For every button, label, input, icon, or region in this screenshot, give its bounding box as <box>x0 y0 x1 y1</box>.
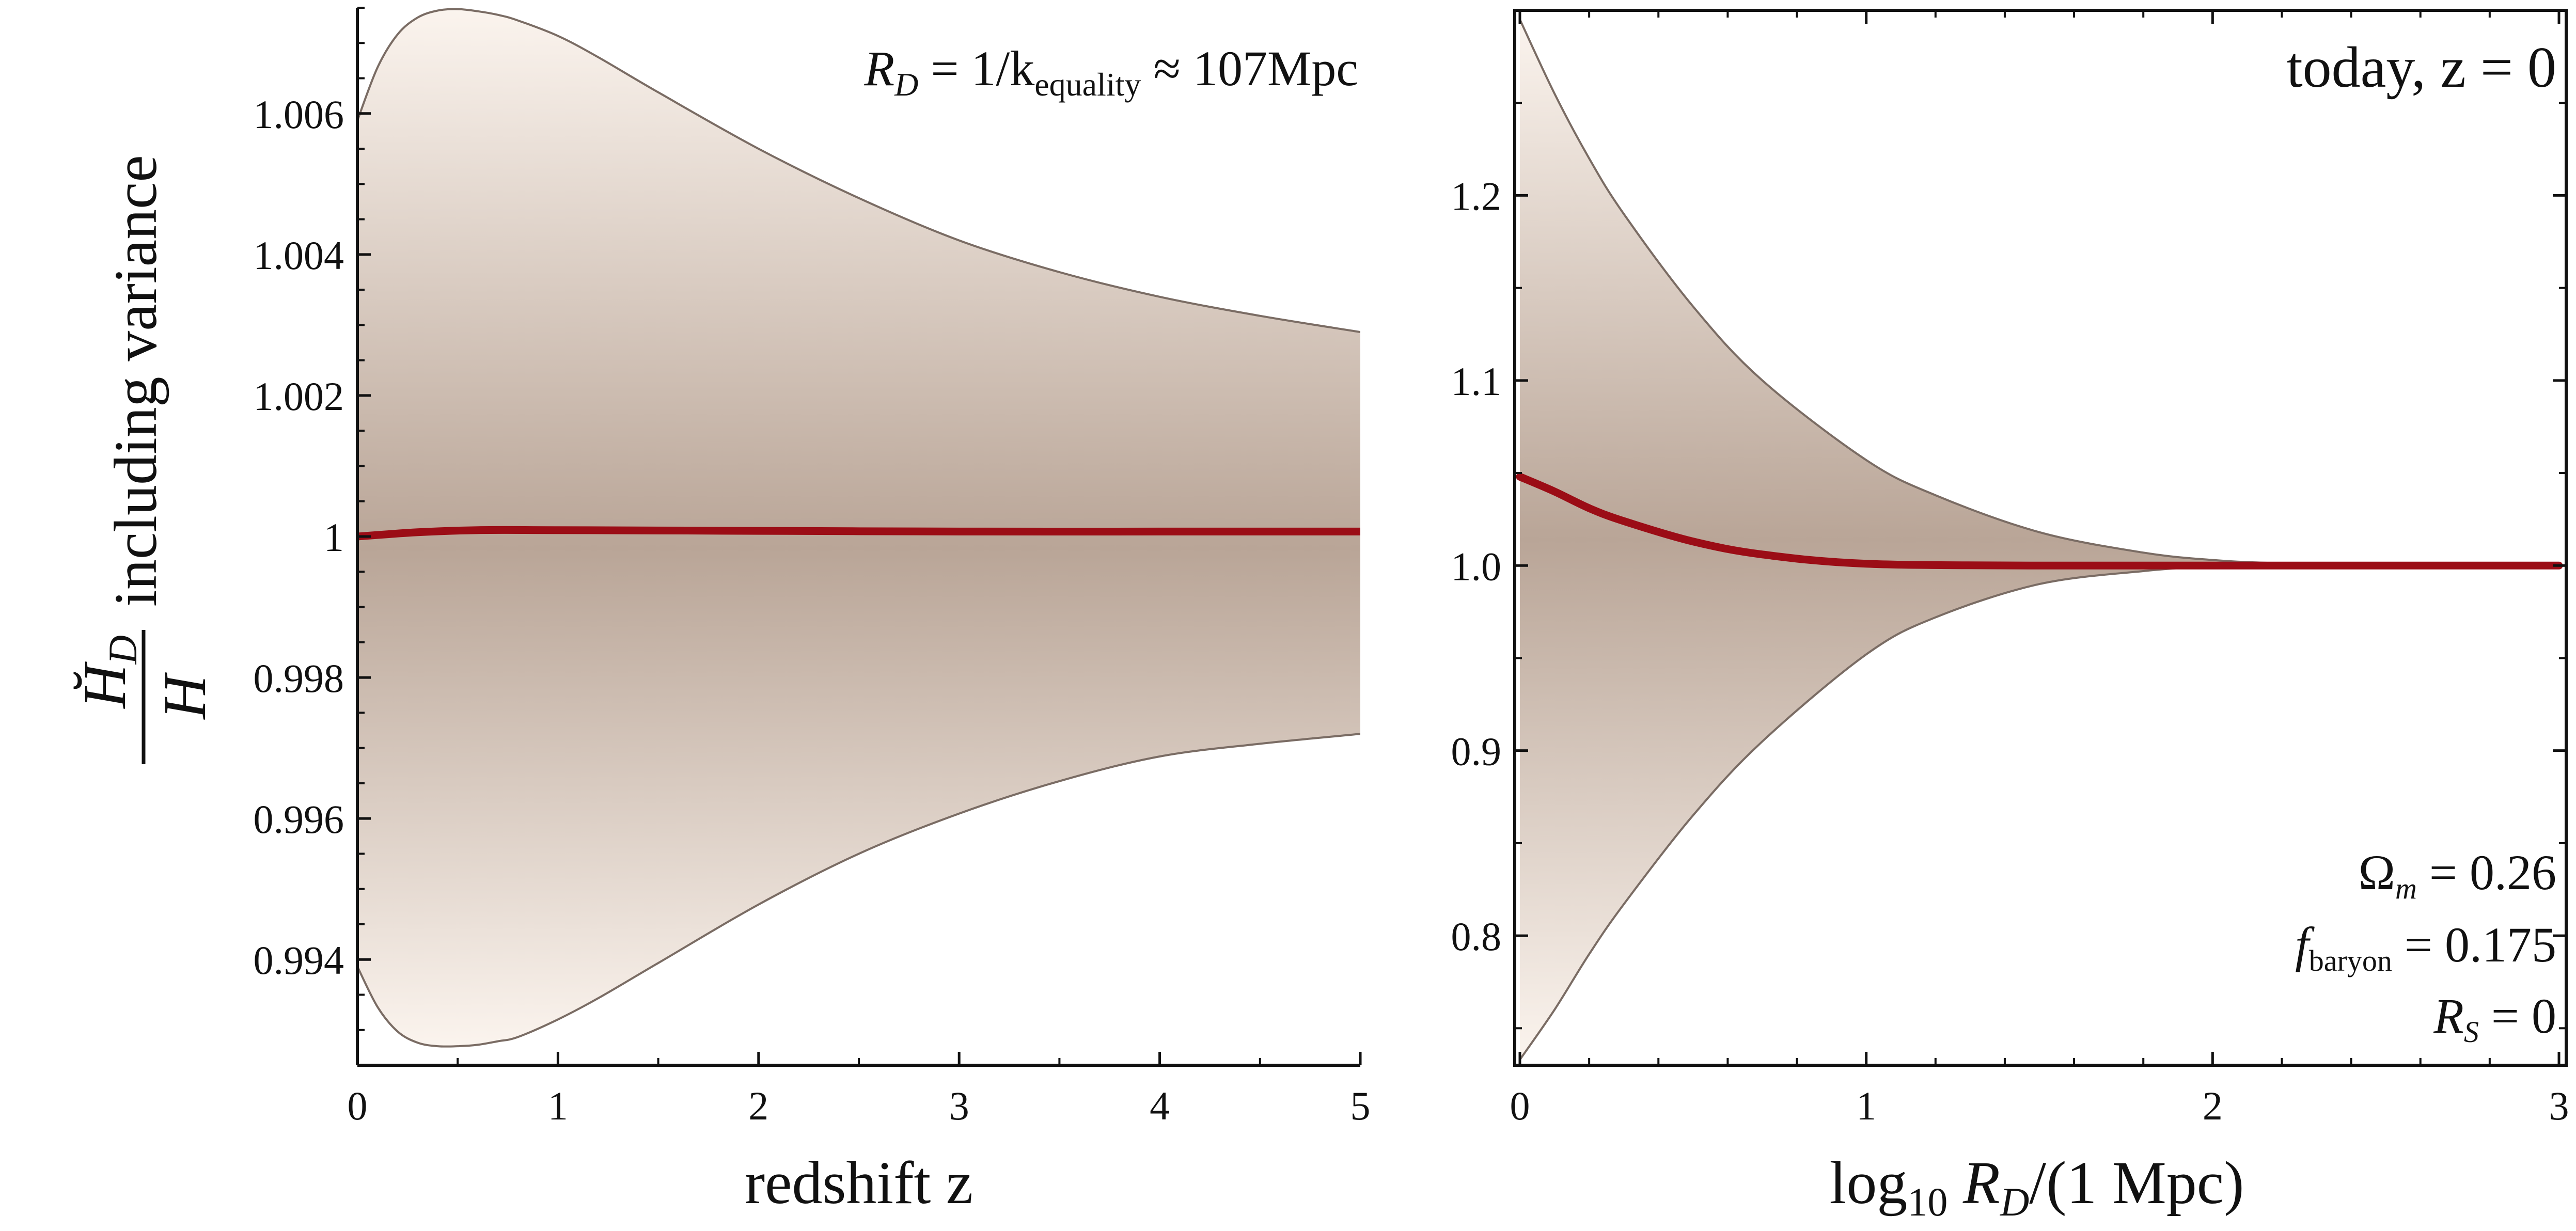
left-mean-line <box>357 526 1360 541</box>
right-annotation-fbaryon: fbaryon = 0.175 <box>2295 917 2556 977</box>
right-ticks: 0 1 2 3 0.8 0.9 1.0 1.1 1.2 <box>1451 9 2569 1128</box>
y-tick-label: 0.9 <box>1451 729 1502 774</box>
y-tick-label: 1.1 <box>1451 359 1502 404</box>
right-x-axis-title: log10 RD/(1 Mpc) <box>1830 1149 2244 1224</box>
ylabel-numerator: H̆ <box>71 661 138 709</box>
x-tick-label: 3 <box>949 1083 969 1128</box>
left-x-axis-title: redshift z <box>745 1149 973 1217</box>
x-tick-label: 1 <box>548 1083 568 1128</box>
y-tick-label: 1 <box>324 515 344 560</box>
y-tick-label: 0.998 <box>254 656 344 701</box>
left-band-upper-edge <box>357 8 1360 334</box>
left-ticks: 0 1 2 3 4 5 0.994 0.996 0.998 1 1.002 1.004 1.006 <box>254 7 1371 1128</box>
ylabel-text: including variance <box>102 155 169 607</box>
y-tick-label: 0.996 <box>254 797 344 842</box>
x-tick-label: 2 <box>748 1083 768 1128</box>
left-y-axis-title: H̆D H including variance <box>71 155 218 764</box>
x-tick-label: 0 <box>348 1083 368 1128</box>
right-frame <box>1513 9 2568 1067</box>
y-tick-label: 1.006 <box>254 92 344 137</box>
ylabel-denominator: H <box>151 672 218 720</box>
right-annotation-omega: Ωm = 0.26 <box>2359 845 2556 905</box>
x-tick-label: 0 <box>1510 1083 1530 1128</box>
ylabel-numerator-sub: D <box>100 635 145 665</box>
right-annotation-rs: RS = 0 <box>2433 988 2556 1049</box>
y-tick-label: 0.994 <box>254 938 344 983</box>
y-tick-label: 1.004 <box>254 233 344 278</box>
left-annotation: RD = 1/kequality ≈ 107Mpc <box>864 41 1358 103</box>
y-tick-label: 1.2 <box>1451 173 1502 218</box>
right-variance-band <box>1520 19 2559 1060</box>
right-panel: 0 1 2 3 0.8 0.9 1.0 1.1 1.2 log10 RD/(1 Mpc) tod… <box>1451 9 2569 1224</box>
svg-text:H̆D: H̆D <box>71 635 145 709</box>
x-tick-label: 4 <box>1150 1083 1170 1128</box>
y-tick-label: 1.002 <box>254 374 344 419</box>
right-mean-line <box>1516 472 2563 570</box>
left-band-lower-edge <box>357 733 1360 1048</box>
x-tick-label: 3 <box>2549 1083 2569 1128</box>
y-tick-label: 1.0 <box>1451 544 1502 589</box>
y-tick-label: 0.8 <box>1451 914 1502 959</box>
left-panel: 0 1 2 3 4 5 0.994 0.996 0.998 1 1.002 1.004 1.006 re… <box>71 7 1371 1217</box>
x-tick-label: 1 <box>1856 1083 1876 1128</box>
x-tick-label: 5 <box>1350 1083 1371 1128</box>
x-tick-label: 2 <box>2203 1083 2223 1128</box>
right-annotation-top: today, z = 0 <box>2287 36 2556 100</box>
